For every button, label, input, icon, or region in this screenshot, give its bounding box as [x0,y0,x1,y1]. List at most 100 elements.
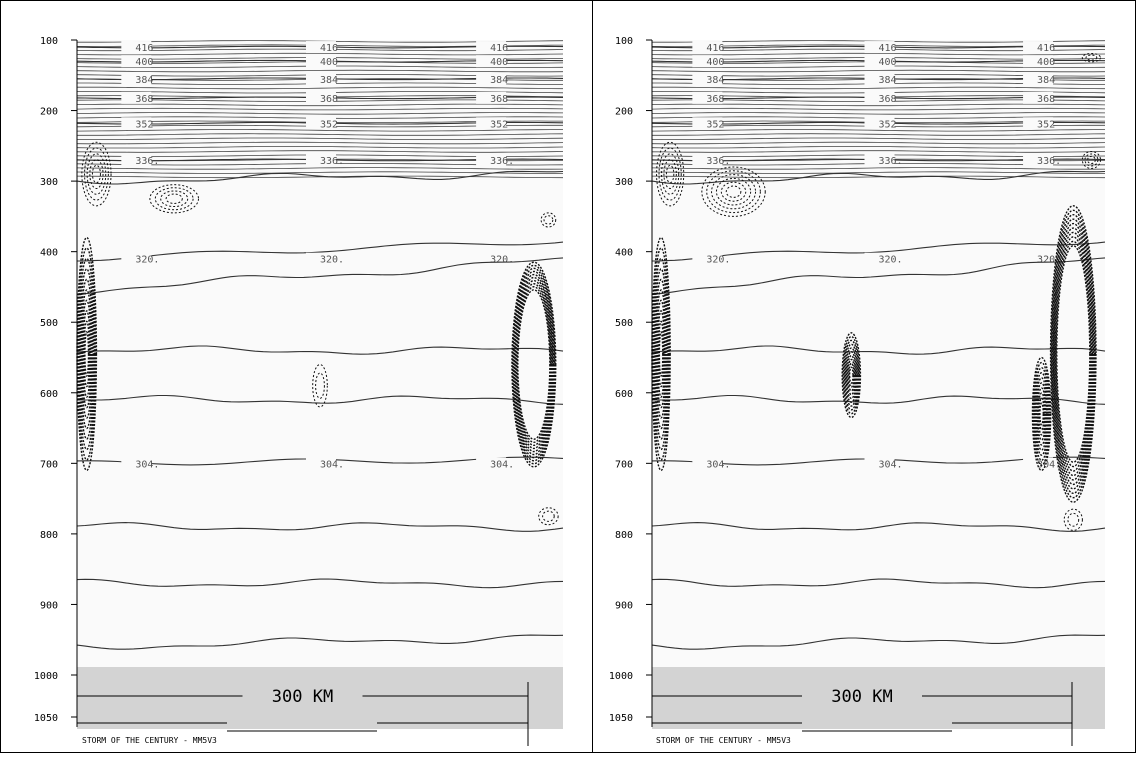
dense-contour [517,289,551,440]
dense-contour [652,247,670,461]
isentrope-label-bg [476,72,507,85]
dense-contour [1035,377,1049,451]
scale-bar-label: 300 KM [831,687,892,707]
dashed-contour [656,141,685,207]
isentrope-line [651,103,1106,107]
isentrope-label: 320. [135,255,159,266]
isentrope-line [76,175,564,179]
dense-contour [846,354,857,396]
dashed-contour [715,177,752,206]
isentrope-label: 368 [320,94,338,105]
dashed-contour [540,212,557,228]
isentrope-label: 336. [320,156,344,167]
isentrope-line [76,69,564,73]
dense-contour [78,268,95,440]
isentrope-label-bg [864,72,895,85]
isentrope-label: 400 [135,57,153,68]
tropospheric-isentropes [651,170,1106,650]
dense-contour [652,257,670,451]
isentrope-label: 352 [135,119,153,130]
isentrope-line [77,133,564,136]
dense-contour [83,320,91,388]
isentrope-label: 336. [706,156,730,167]
tick-label: 1000 [34,671,58,682]
cross-section-chart-right: 416 416 416 400 400 400 384 384 384 368 368 368 352 3… [609,36,1106,746]
isentrope-label-bg [1023,41,1054,54]
isentrope-line [651,257,1106,295]
isentrope-line [652,86,1106,90]
isentrope-label: 352 [1037,119,1055,130]
isentrope-label-bg [864,457,895,470]
dashed-contours [656,52,1102,531]
dashed-contour [91,164,101,184]
isentrope-line [77,86,564,90]
isentrope-line [651,150,1106,153]
tick-label: 300 [615,177,633,188]
dashed-contours [81,141,559,526]
isentrope-label-bg [476,55,507,68]
dashed-contour [86,153,107,195]
isentrope-line [651,394,1106,405]
isentrope-label-bg [1023,117,1054,130]
isentrope-label-bg [306,457,336,470]
dense-contour [1031,356,1052,472]
isentrope-label-bg [864,41,895,54]
isentrope-line [76,141,564,145]
isentrope-label-bg [476,91,507,104]
isentrope-line [76,150,564,153]
dashed-contour [706,170,761,214]
isentrope-label-bg [692,91,723,104]
dashed-contour [1063,508,1083,531]
isentrope-label-bg [1023,55,1054,68]
dense-contour [1051,213,1096,494]
dashed-contour [720,181,747,202]
scale-bar-label: 300 KM [272,687,333,707]
dense-contour [844,347,858,403]
dashed-contour [701,166,766,217]
isentrope-label: 304. [1037,459,1061,470]
isentrope-line [76,137,564,140]
dashed-contour [312,364,328,408]
isentrope-label-bg [864,91,895,104]
isentrope-line [76,345,564,355]
isentrope-label: 304. [879,459,903,470]
dense-contour [80,289,93,419]
isentrope-label-bg [121,153,152,166]
isentrope-label-bg [306,153,336,166]
dense-contour [843,339,860,411]
isentrope-label-bg [1023,72,1054,85]
isentrope-line [651,578,1106,589]
isentrope-label: 400 [706,57,724,68]
y-axis-ticks: 100 200 300 400 500 600 700 800 900 1000 1050 [34,36,77,724]
isentrope-label-bg [306,72,336,85]
isentrope-line [76,167,564,170]
isentrope-line [76,241,564,262]
isentrope-label-bg [306,55,336,68]
isentrope-label: 368 [490,94,508,105]
isentrope-label: 384 [135,75,153,86]
isentrope-label-bg [306,117,336,130]
isentrope-label-bg [692,252,723,265]
dense-contour [1036,387,1047,441]
isentrope-line [651,241,1106,262]
isentrope-line [76,170,564,185]
isentrope-label-bg [121,41,152,54]
isentrope-line [651,107,1106,111]
tick-label: 900 [615,600,633,611]
tick-label: 300 [40,177,58,188]
terrain [77,667,563,729]
isentrope-label: 384 [490,75,508,86]
isentrope-label: 304. [490,459,514,470]
dashed-contour [1081,150,1102,169]
dense-contour [844,343,859,407]
dashed-contour [1084,153,1099,167]
isentrope-label-bg [121,55,152,68]
tick-label: 900 [40,600,58,611]
isentrope-label: 368 [879,94,897,105]
isentrope-line [651,175,1106,179]
dense-contour [841,332,862,419]
isentrope-label-bg [1023,153,1054,166]
dense-contour [81,299,92,409]
isentrope-label: 416 [1037,43,1055,54]
isentrope-line [651,69,1106,73]
